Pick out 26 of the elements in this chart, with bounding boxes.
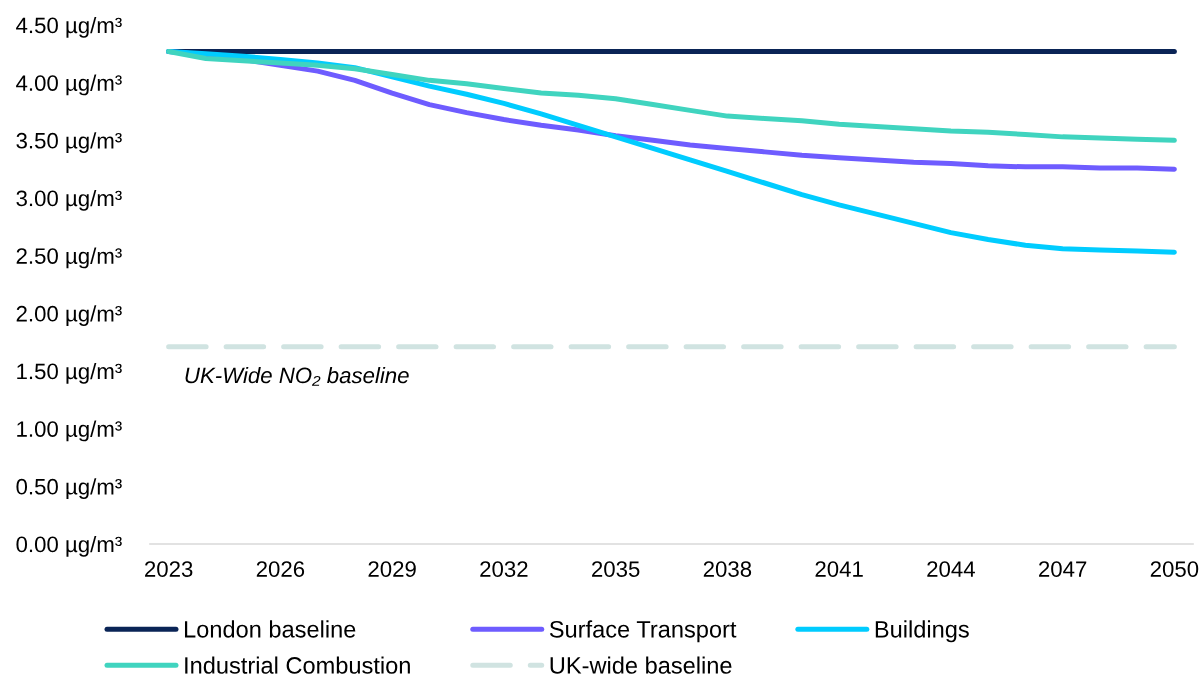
legend-label: UK-wide baseline — [550, 656, 732, 674]
x-tick-label: 2041 — [815, 561, 863, 577]
x-tick-label: 2026 — [256, 561, 305, 577]
legend-label: London baseline — [184, 620, 356, 638]
y-tick-label: 1.50 µg/m³ — [17, 362, 122, 384]
x-tick-label: 2050 — [1150, 561, 1199, 577]
x-tick-label: 2038 — [703, 561, 752, 577]
x-tick-label: 2029 — [368, 561, 416, 577]
x-tick-label: 2032 — [480, 561, 528, 577]
legend-label: Buildings — [875, 620, 969, 643]
legend-label: Industrial Combustion — [185, 656, 410, 674]
y-tick-label: 4.50 µg/m³ — [16, 16, 122, 38]
legend-label: Surface Transport — [549, 620, 737, 643]
y-tick-label: 3.50 µg/m³ — [16, 132, 122, 153]
y-tick-label: 2.50 µg/m³ — [16, 247, 122, 269]
y-tick-label: 4.00 µg/m³ — [16, 74, 122, 96]
y-tick-label: 0.50 µg/m³ — [16, 478, 122, 499]
y-tick-label: 0.00 µg/m³ — [16, 535, 122, 557]
y-tick-label: 2.00 µg/m³ — [16, 305, 122, 326]
annotation: UK-Wide NO₂ baseline — [185, 366, 409, 386]
x-tick-label: 2023 — [145, 561, 193, 577]
x-tick-label: 2047 — [1039, 561, 1087, 577]
x-tick-label: 2035 — [592, 561, 640, 577]
y-tick-label: 3.00 µg/m³ — [16, 189, 122, 211]
x-tick-label: 2044 — [927, 561, 975, 577]
y-tick-label: 1.00 µg/m³ — [17, 420, 122, 442]
